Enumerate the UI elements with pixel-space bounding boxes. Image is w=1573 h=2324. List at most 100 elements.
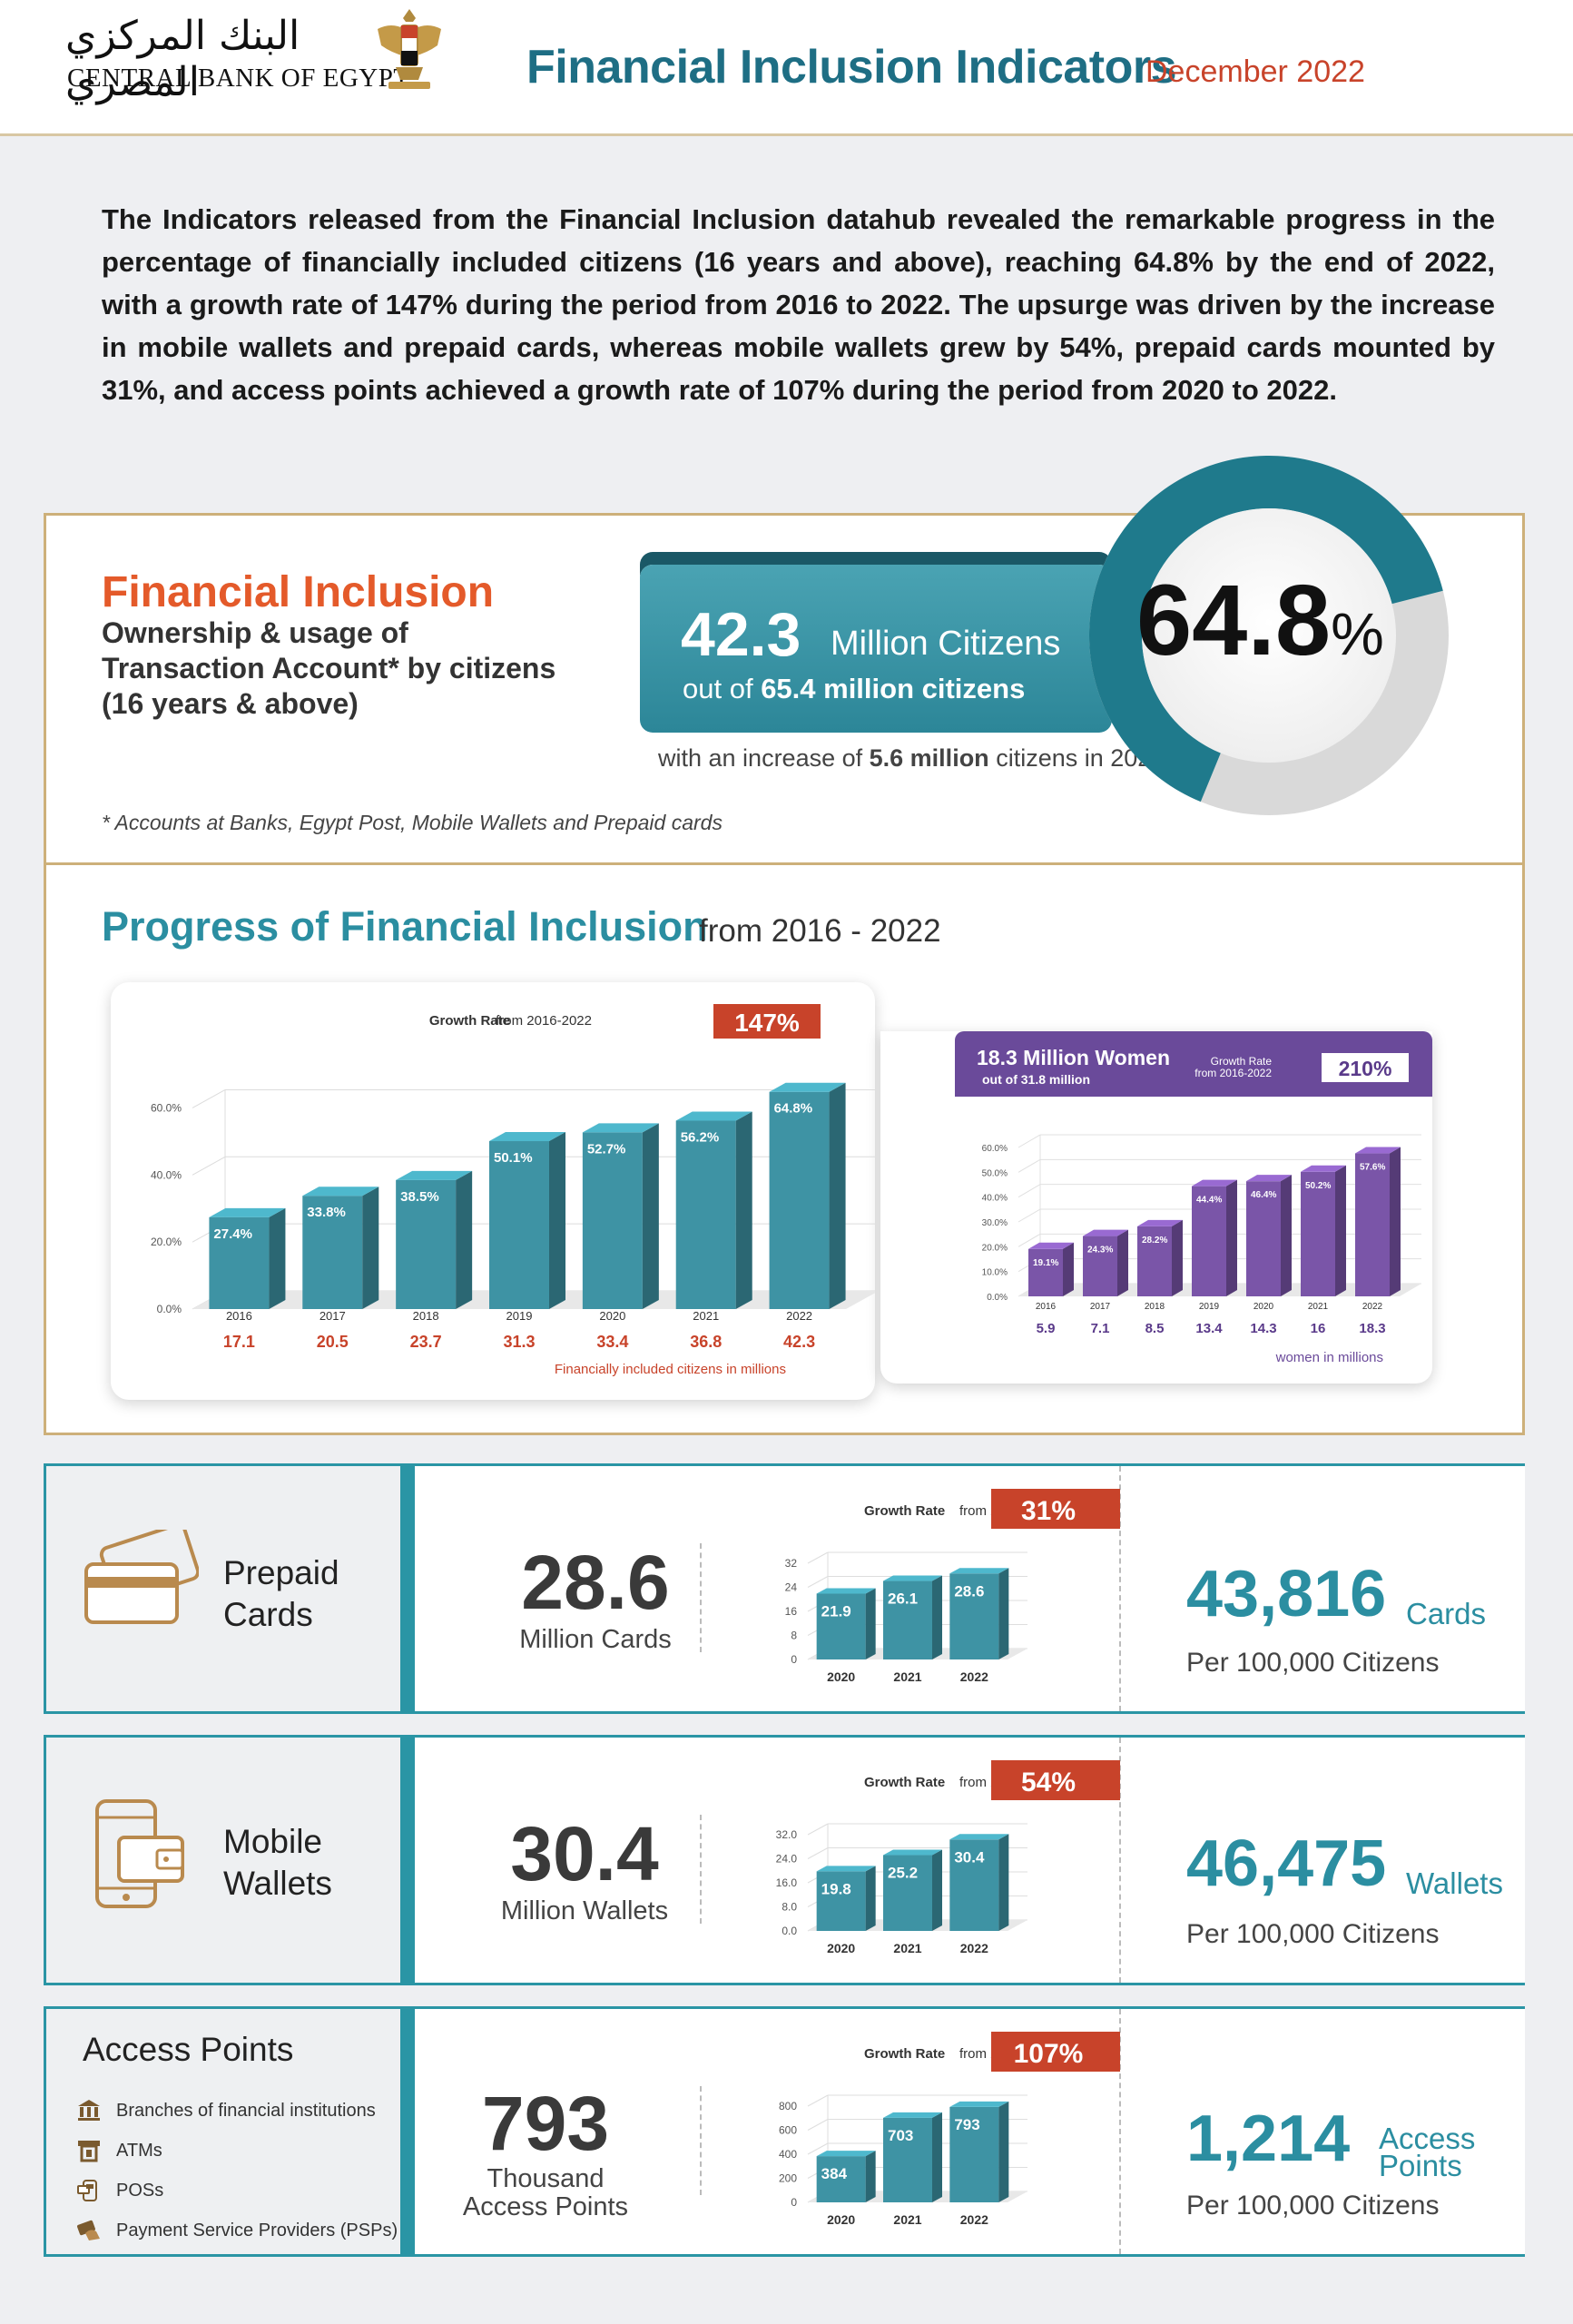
x-tick-label: 2017 [1090, 1302, 1111, 1312]
x-tick-label: 2020 [827, 1941, 855, 1955]
x-tick-label: 2021 [893, 2212, 921, 2227]
prepaid-cards-value: 28.6 [521, 1540, 670, 1625]
bar-side [456, 1170, 473, 1309]
grid-line [1018, 1233, 1041, 1247]
bar-side [1281, 1175, 1292, 1296]
access-per-unit: Access Points [1379, 2122, 1476, 2181]
financial-inclusion-title: Financial Inclusion [102, 568, 495, 616]
grid-line [1018, 1208, 1041, 1223]
secondary-value-label: 23.7 [410, 1333, 442, 1351]
grid-line [807, 1847, 829, 1859]
intro-paragraph: The Indicators released from the Financi… [102, 203, 1495, 406]
bar [883, 2117, 932, 2202]
bar [302, 1196, 363, 1309]
ring-arc [1089, 455, 1443, 803]
citizens-card [640, 565, 1112, 733]
bar-value-label: 793 [954, 2116, 979, 2133]
growth-rate-label: Growth Rate [864, 1775, 945, 1790]
secondary-axis-label: women in millions [1275, 1350, 1383, 1365]
x-tick-label: 2021 [693, 1309, 719, 1323]
bar-side [998, 1834, 1009, 1931]
x-tick-label: 2016 [1036, 1302, 1057, 1312]
bar-top [816, 1866, 876, 1872]
x-tick-label: 2016 [226, 1309, 252, 1323]
secondary-value-label: 8.5 [1145, 1321, 1165, 1336]
bar-top [949, 2101, 1009, 2107]
bar-top [1028, 1242, 1074, 1249]
growth-rate-value: 31% [1021, 1496, 1076, 1526]
header: البنك المركزي المصري CENTRAL BANK OF EGY… [0, 0, 1573, 136]
bar-value-label: 27.4% [213, 1226, 252, 1242]
growth-rate-value: 210% [1339, 1057, 1392, 1080]
y-tick-label: 16 [785, 1605, 798, 1618]
bar-value-label: 30.4 [954, 1848, 985, 1866]
y-tick-label: 200 [779, 2172, 797, 2185]
atm-icon [78, 2141, 100, 2162]
bar-value-label: 57.6% [1360, 1163, 1385, 1173]
bar-value-label: 38.5% [400, 1189, 439, 1205]
grid-line [807, 1823, 829, 1836]
bar-top [675, 1111, 752, 1121]
y-tick-label: 0.0% [987, 1293, 1008, 1303]
growth-rate-value: 147% [734, 1009, 800, 1037]
x-tick-label: 2020 [827, 2212, 855, 2227]
y-tick-label: 8.0 [782, 1901, 797, 1914]
secondary-value-label: 5.9 [1037, 1321, 1056, 1336]
bar-top [1192, 1179, 1237, 1187]
growth-rate-period: from 2016-2022 [496, 1013, 592, 1029]
prepaid-per-value: 43,816 [1186, 1558, 1387, 1630]
y-tick-label: 24 [785, 1581, 798, 1594]
bar [1137, 1226, 1172, 1296]
prepaid-per-unit: Cards [1406, 1597, 1487, 1630]
growth-rate-badge [991, 1489, 1120, 1529]
bar-top [1137, 1219, 1183, 1226]
access-item-branches: Branches of financial institutions [116, 2101, 376, 2121]
progress-subtitle: from 2016 - 2022 [699, 913, 941, 949]
secondary-value-label: 18.3 [1359, 1321, 1385, 1336]
x-tick-label: 2022 [960, 1941, 988, 1955]
grid-line [807, 1551, 829, 1564]
inclusion-ring-gauge [1089, 455, 1449, 815]
bar [582, 1132, 643, 1309]
growth-rate-label: Growth Rate [864, 2046, 945, 2062]
secondary-value-label: 16 [1311, 1321, 1326, 1336]
x-tick-label: 2022 [960, 2212, 988, 2227]
bar-top [1083, 1229, 1128, 1236]
citizens-out-of: out of 65.4 million citizens [683, 673, 1025, 705]
growth-rate-badge [1322, 1053, 1409, 1082]
x-tick-label: 2017 [320, 1309, 346, 1323]
logo-arabic-text: البنك المركزي المصري [65, 13, 300, 105]
y-tick-label: 50.0% [982, 1168, 1008, 1178]
women-bar-chart: 18.3 Million Women out of 31.8 million Gro… [977, 1046, 1421, 1365]
bar-value-label: 25.2 [888, 1865, 918, 1882]
increase-value: 5.6 million [869, 744, 989, 772]
bar [1083, 1236, 1117, 1296]
bar [1192, 1186, 1226, 1296]
secondary-value-label: 7.1 [1091, 1321, 1110, 1336]
growth-rate-badge [713, 1004, 821, 1039]
women-chart-title: 18.3 Million Women [977, 1046, 1170, 1069]
progress-title: Progress of Financial Inclusion [102, 903, 708, 950]
y-tick-label: 8 [791, 1630, 797, 1642]
bar-top [949, 1834, 1009, 1840]
page-date: December 2022 [1145, 54, 1365, 89]
bar-top [816, 1588, 876, 1594]
grid-line [192, 1156, 226, 1176]
bar-side [1063, 1242, 1074, 1296]
prepaid-cards-panel: Prepaid Cards 28.6 Million Cards 43,816 … [44, 1463, 1525, 1714]
y-tick-label: 24.0 [776, 1853, 798, 1866]
bar-value-label: 33.8% [307, 1205, 346, 1220]
y-tick-label: 800 [779, 2100, 797, 2112]
bar-side [829, 1082, 846, 1309]
secondary-value-label: 17.1 [223, 1333, 255, 1351]
bar-side [735, 1111, 752, 1309]
bar-top [1355, 1147, 1401, 1154]
y-tick-label: 32.0 [776, 1828, 798, 1841]
bar-side [1226, 1179, 1237, 1296]
bar-value-label: 703 [888, 2127, 913, 2144]
y-tick-label: 16.0 [776, 1876, 798, 1889]
growth-rate-label: Growth Rate [864, 1503, 945, 1519]
access-per-unit-line1: Access [1379, 2122, 1476, 2155]
x-tick-label: 2020 [827, 1669, 855, 1684]
